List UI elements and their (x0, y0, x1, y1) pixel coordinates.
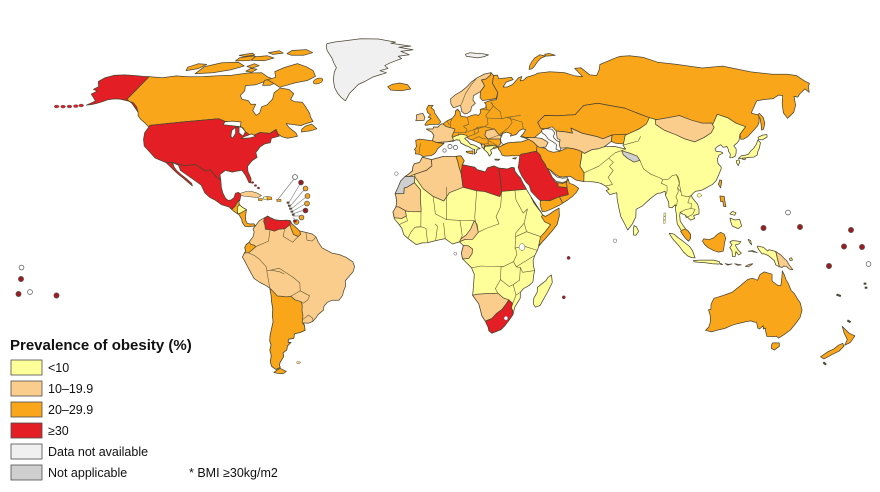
svg-text:<10: <10 (48, 361, 69, 375)
svg-text:≥30: ≥30 (48, 424, 69, 438)
svg-text:10–19.9: 10–19.9 (48, 382, 93, 396)
svg-text:* BMI ≥30kg/m2: * BMI ≥30kg/m2 (189, 466, 278, 480)
svg-text:20–29.9: 20–29.9 (48, 403, 93, 417)
svg-text:Not applicable: Not applicable (48, 466, 127, 480)
svg-text:Prevalence of obesity (%): Prevalence of obesity (%) (10, 337, 192, 354)
svg-text:Data not available: Data not available (48, 445, 148, 459)
